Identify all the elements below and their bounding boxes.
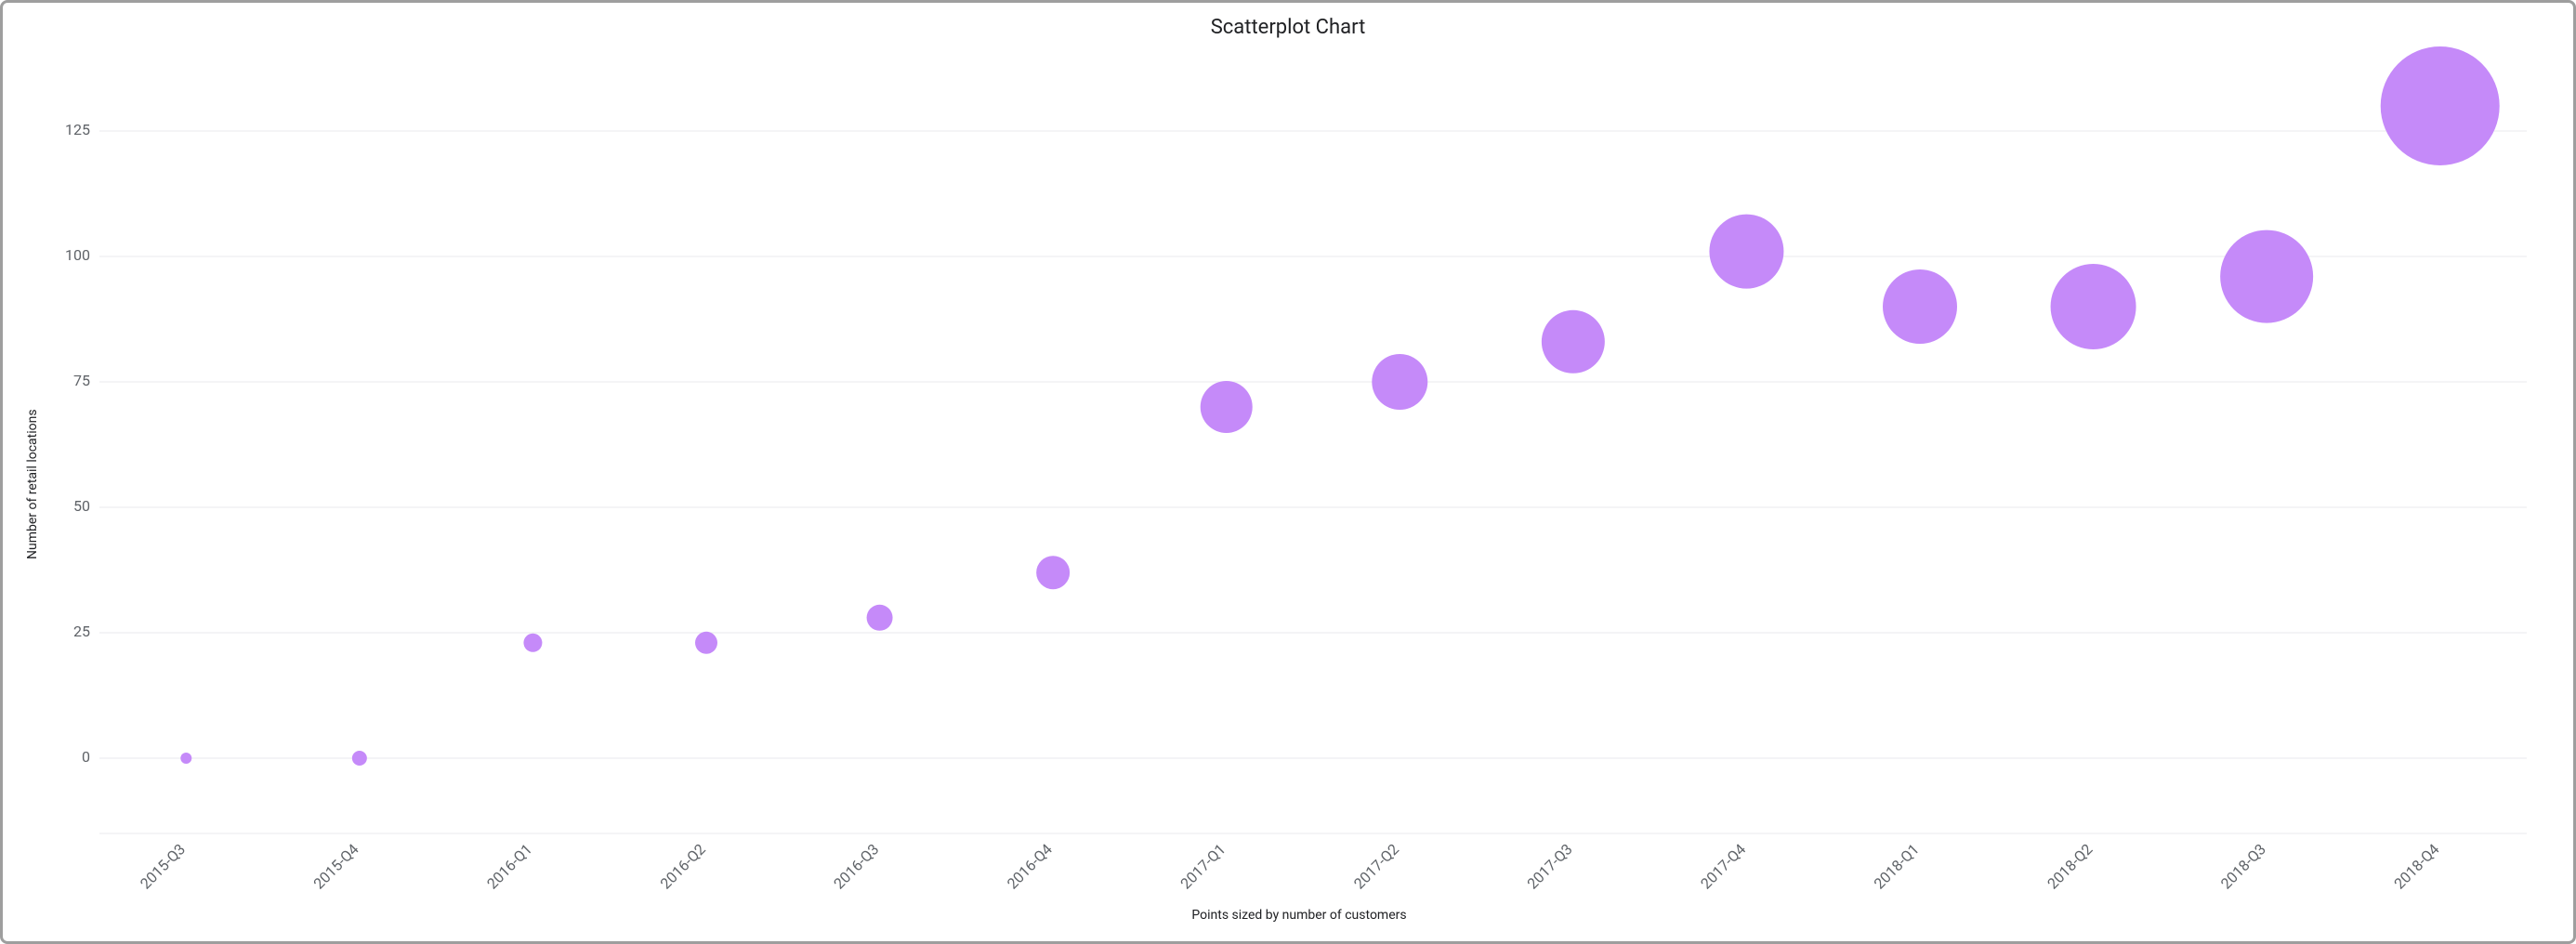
data-point[interactable] (1883, 269, 1957, 344)
data-point[interactable] (2381, 46, 2500, 165)
data-point[interactable] (1036, 556, 1070, 589)
y-tick-label: 75 (73, 372, 90, 389)
plot-svg: 0 25 50 75 100 125 2015-Q3 2015-Q4 2016-Q1 2016-Q… (44, 46, 2555, 898)
data-point[interactable] (352, 751, 367, 766)
data-point[interactable] (2220, 230, 2313, 323)
x-axis-label: Points sized by number of customers (44, 908, 2555, 923)
data-point[interactable] (1709, 215, 1783, 289)
x-tick-label: 2017-Q2 (1350, 840, 1402, 892)
x-tick-label: 2015-Q4 (310, 840, 362, 892)
chart-container: Scatterplot Chart Number of retail locat… (0, 0, 2576, 944)
x-tick-label: 2018-Q3 (2217, 840, 2269, 892)
y-tick-label: 0 (82, 748, 90, 766)
plot-area: 0 25 50 75 100 125 2015-Q3 2015-Q4 2016-Q1 2016-Q… (44, 46, 2555, 898)
x-tick-label: 2016-Q2 (657, 840, 709, 892)
x-tick-label: 2017-Q1 (1176, 840, 1229, 892)
data-point[interactable] (1372, 354, 1427, 410)
y-tick-label: 25 (73, 623, 90, 640)
y-tick-label: 125 (65, 121, 90, 138)
x-tick-label: 2017-Q3 (1524, 840, 1576, 892)
data-point[interactable] (523, 634, 542, 652)
y-tick-label: 50 (73, 497, 90, 515)
x-tick-label: 2016-Q1 (483, 840, 535, 892)
x-tick-label: 2016-Q4 (1004, 840, 1056, 892)
x-tick-label: 2018-Q1 (1871, 840, 1923, 892)
chart-body: Number of retail locations 0 25 50 75 100 125… (21, 46, 2555, 923)
data-point[interactable] (2051, 264, 2136, 349)
x-tick-label: 2017-Q4 (1697, 840, 1749, 892)
data-point[interactable] (695, 632, 717, 654)
data-point[interactable] (1201, 381, 1253, 433)
plot-wrapper: 0 25 50 75 100 125 2015-Q3 2015-Q4 2016-Q1 2016-Q… (44, 46, 2555, 923)
data-point[interactable] (1542, 310, 1605, 374)
x-tick-label: 2015-Q3 (137, 840, 189, 892)
y-tick-label: 100 (65, 246, 90, 264)
x-tick-label: 2018-Q4 (2390, 840, 2442, 892)
data-point[interactable] (867, 605, 893, 631)
y-axis-label: Number of retail locations (21, 46, 44, 923)
chart-title: Scatterplot Chart (21, 16, 2555, 39)
data-point[interactable] (180, 753, 191, 764)
x-tick-label: 2018-Q2 (2044, 840, 2096, 892)
x-tick-label: 2016-Q3 (830, 840, 882, 892)
